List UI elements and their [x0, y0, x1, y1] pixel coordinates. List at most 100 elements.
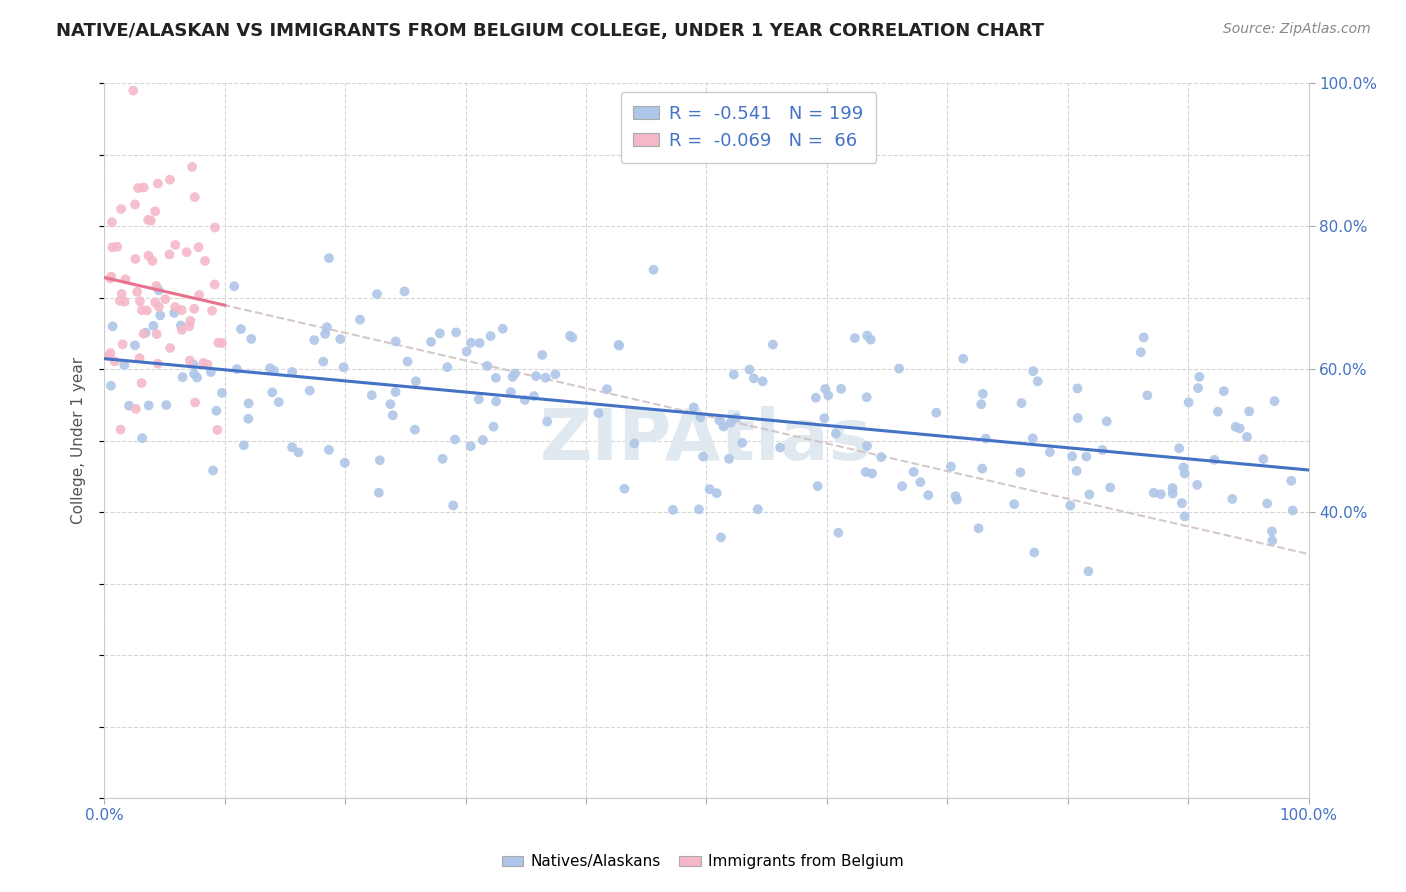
Point [817, 388, 839, 402]
Point [194, 254, 217, 268]
Point [138, 249, 160, 263]
Point [146, 177, 169, 191]
Point [97, 349, 120, 363]
Point [1039, 445, 1062, 459]
Point [124, 197, 146, 211]
Point [188, 288, 211, 302]
Point [804, 391, 827, 405]
Point [1225, 420, 1247, 434]
Point [1168, 442, 1191, 456]
Point [163, 306, 186, 320]
Point [860, 467, 883, 481]
Point [588, 406, 610, 420]
Point [155, 398, 177, 412]
Point [224, 279, 246, 293]
Point [149, 309, 172, 323]
Point [1264, 394, 1286, 409]
Point [202, 463, 225, 477]
Point [145, 327, 167, 342]
Point [692, 450, 714, 464]
Point [558, 328, 581, 343]
Point [101, 240, 124, 254]
Point [170, 303, 193, 318]
Point [148, 283, 170, 297]
Point [129, 294, 152, 309]
Point [329, 332, 352, 346]
Point [477, 359, 499, 373]
Point [710, 530, 733, 544]
Point [179, 314, 201, 328]
Point [112, 358, 135, 372]
Point [1177, 395, 1199, 409]
Point [165, 238, 187, 252]
Point [468, 392, 491, 407]
Point [536, 415, 558, 429]
Point [263, 364, 285, 378]
Point [205, 403, 228, 417]
Point [946, 492, 969, 507]
Point [405, 374, 427, 388]
Point [444, 326, 467, 340]
Point [479, 329, 502, 343]
Point [844, 331, 866, 345]
Point [1062, 450, 1084, 464]
Point [492, 322, 515, 336]
Point [747, 502, 769, 516]
Point [312, 354, 335, 368]
Point [468, 336, 491, 351]
Point [855, 390, 877, 404]
Point [176, 245, 198, 260]
Point [643, 262, 665, 277]
Point [131, 303, 153, 318]
Point [460, 335, 482, 350]
Point [211, 336, 233, 351]
Point [1161, 481, 1184, 495]
Point [135, 303, 157, 318]
Point [1022, 364, 1045, 378]
Legend: Natives/Alaskans, Immigrants from Belgium: Natives/Alaskans, Immigrants from Belgiu… [496, 848, 910, 875]
Point [114, 294, 136, 309]
Text: ZIPAtlas: ZIPAtlas [540, 406, 873, 475]
Point [444, 433, 467, 447]
Point [1026, 374, 1049, 388]
Point [523, 389, 546, 403]
Point [394, 285, 416, 299]
Point [499, 385, 522, 400]
Point [699, 482, 721, 496]
Point [709, 413, 731, 427]
Point [1174, 467, 1197, 481]
Point [970, 397, 993, 411]
Point [945, 489, 967, 503]
Point [366, 287, 388, 301]
Point [662, 503, 685, 517]
Point [1099, 480, 1122, 494]
Point [110, 423, 132, 437]
Point [1212, 384, 1234, 399]
Point [1150, 487, 1173, 501]
Point [974, 432, 997, 446]
Point [304, 333, 326, 347]
Point [682, 401, 704, 415]
Point [201, 303, 224, 318]
Point [910, 475, 932, 489]
Point [108, 293, 131, 308]
Point [830, 382, 852, 396]
Point [380, 397, 402, 411]
Point [100, 378, 122, 392]
Point [333, 456, 356, 470]
Point [1067, 411, 1090, 425]
Point [142, 318, 165, 333]
Point [561, 330, 583, 344]
Point [524, 369, 547, 384]
Point [1077, 564, 1099, 578]
Point [143, 204, 166, 219]
Point [531, 348, 554, 362]
Point [456, 344, 478, 359]
Point [1187, 478, 1209, 492]
Point [1143, 486, 1166, 500]
Point [238, 396, 260, 410]
Point [240, 332, 263, 346]
Point [436, 360, 458, 375]
Point [316, 320, 339, 334]
Point [259, 361, 281, 376]
